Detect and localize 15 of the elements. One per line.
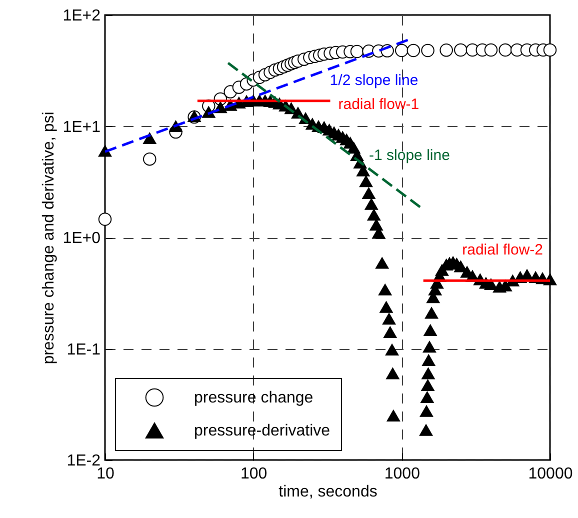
- y-tick-label: 1E+2: [62, 8, 101, 24]
- x-tick-label: 100: [240, 466, 268, 482]
- series-label: radial flow-1: [338, 96, 420, 113]
- y-axis-title: pressure change and derivative, psi: [40, 112, 58, 364]
- series-label: 1/2 slope line: [330, 72, 418, 90]
- x-tick-label: 10: [96, 466, 114, 482]
- y-tick-label: 1E-1: [66, 341, 101, 358]
- x-axis-title: time, seconds: [278, 484, 378, 500]
- x-tick-label: 10000: [528, 466, 573, 482]
- series-label: -1 slope line: [369, 147, 450, 164]
- legend-label: pressure-derivative: [194, 422, 330, 440]
- y-tick-label: 1E+1: [62, 118, 101, 136]
- y-tick-label: 1E+0: [62, 230, 101, 247]
- series-label: radial flow-2: [462, 242, 543, 259]
- x-tick-label: 1000: [384, 466, 420, 482]
